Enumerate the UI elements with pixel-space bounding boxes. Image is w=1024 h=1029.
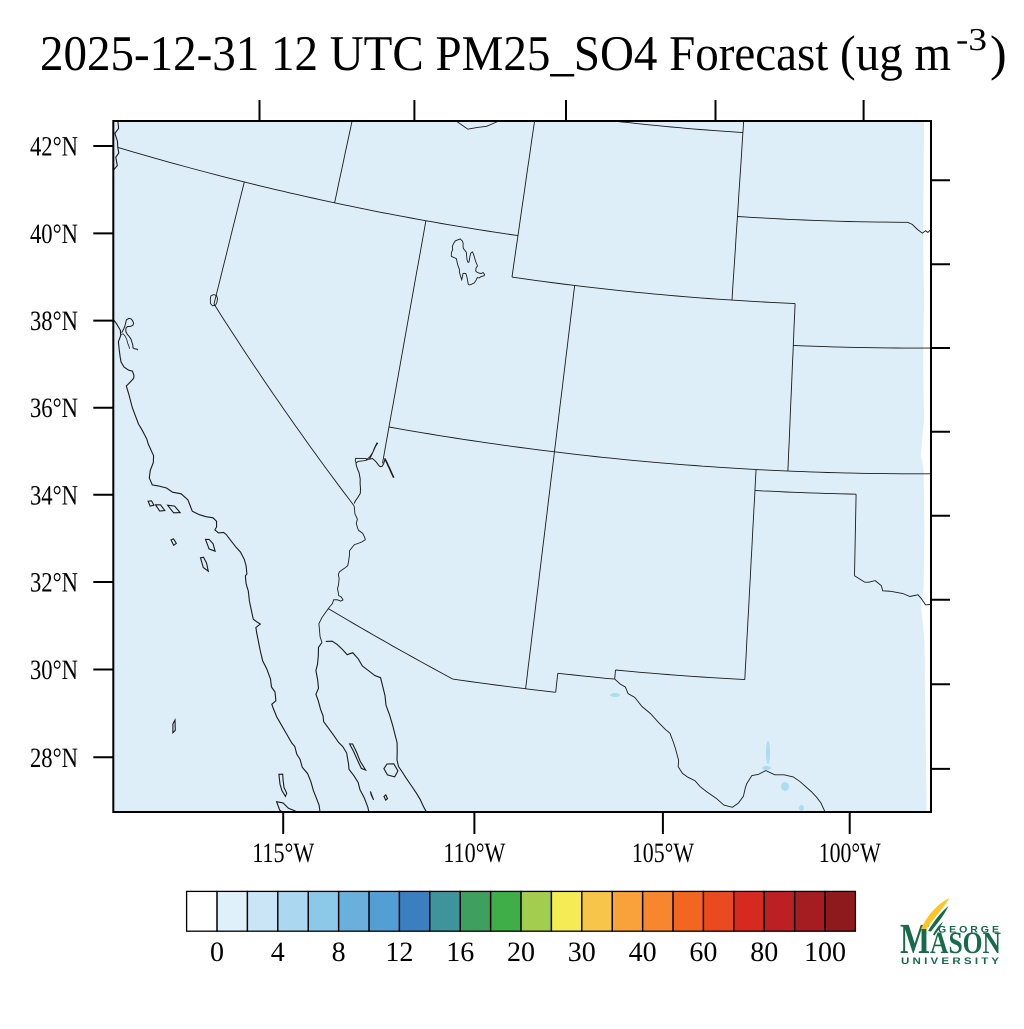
- svg-text:U N I V E R S I T Y: U N I V E R S I T Y: [901, 956, 1000, 967]
- svg-text:30°N: 30°N: [30, 655, 78, 686]
- svg-text:): ): [990, 25, 1007, 81]
- svg-text:20: 20: [507, 937, 535, 968]
- svg-text:32°N: 32°N: [30, 568, 78, 599]
- svg-text:28°N: 28°N: [30, 743, 78, 774]
- svg-text:42°N: 42°N: [30, 132, 78, 163]
- svg-text:4: 4: [271, 937, 285, 968]
- svg-text:110°W: 110°W: [443, 838, 505, 869]
- svg-text:40: 40: [629, 937, 657, 968]
- svg-text:-3: -3: [956, 21, 987, 57]
- svg-text:115°W: 115°W: [252, 838, 314, 869]
- svg-text:60: 60: [689, 937, 717, 968]
- svg-text:ASON: ASON: [930, 925, 1001, 960]
- svg-text:0: 0: [210, 937, 224, 968]
- svg-text:100°W: 100°W: [819, 838, 881, 869]
- svg-text:G E O R G E: G E O R G E: [938, 925, 999, 936]
- svg-text:38°N: 38°N: [30, 306, 78, 337]
- svg-text:30: 30: [568, 937, 596, 968]
- svg-text:8: 8: [332, 937, 346, 968]
- svg-text:16: 16: [446, 937, 474, 968]
- svg-text:105°W: 105°W: [632, 838, 694, 869]
- svg-text:34°N: 34°N: [30, 480, 78, 511]
- svg-text:40°N: 40°N: [30, 219, 78, 250]
- svg-text:12: 12: [385, 937, 413, 968]
- svg-text:36°N: 36°N: [30, 393, 78, 424]
- svg-text:100: 100: [804, 937, 846, 968]
- svg-text:80: 80: [750, 937, 778, 968]
- svg-text:2025-12-31 12 UTC PM25_SO4 For: 2025-12-31 12 UTC PM25_SO4 Forecast (ug …: [40, 25, 951, 81]
